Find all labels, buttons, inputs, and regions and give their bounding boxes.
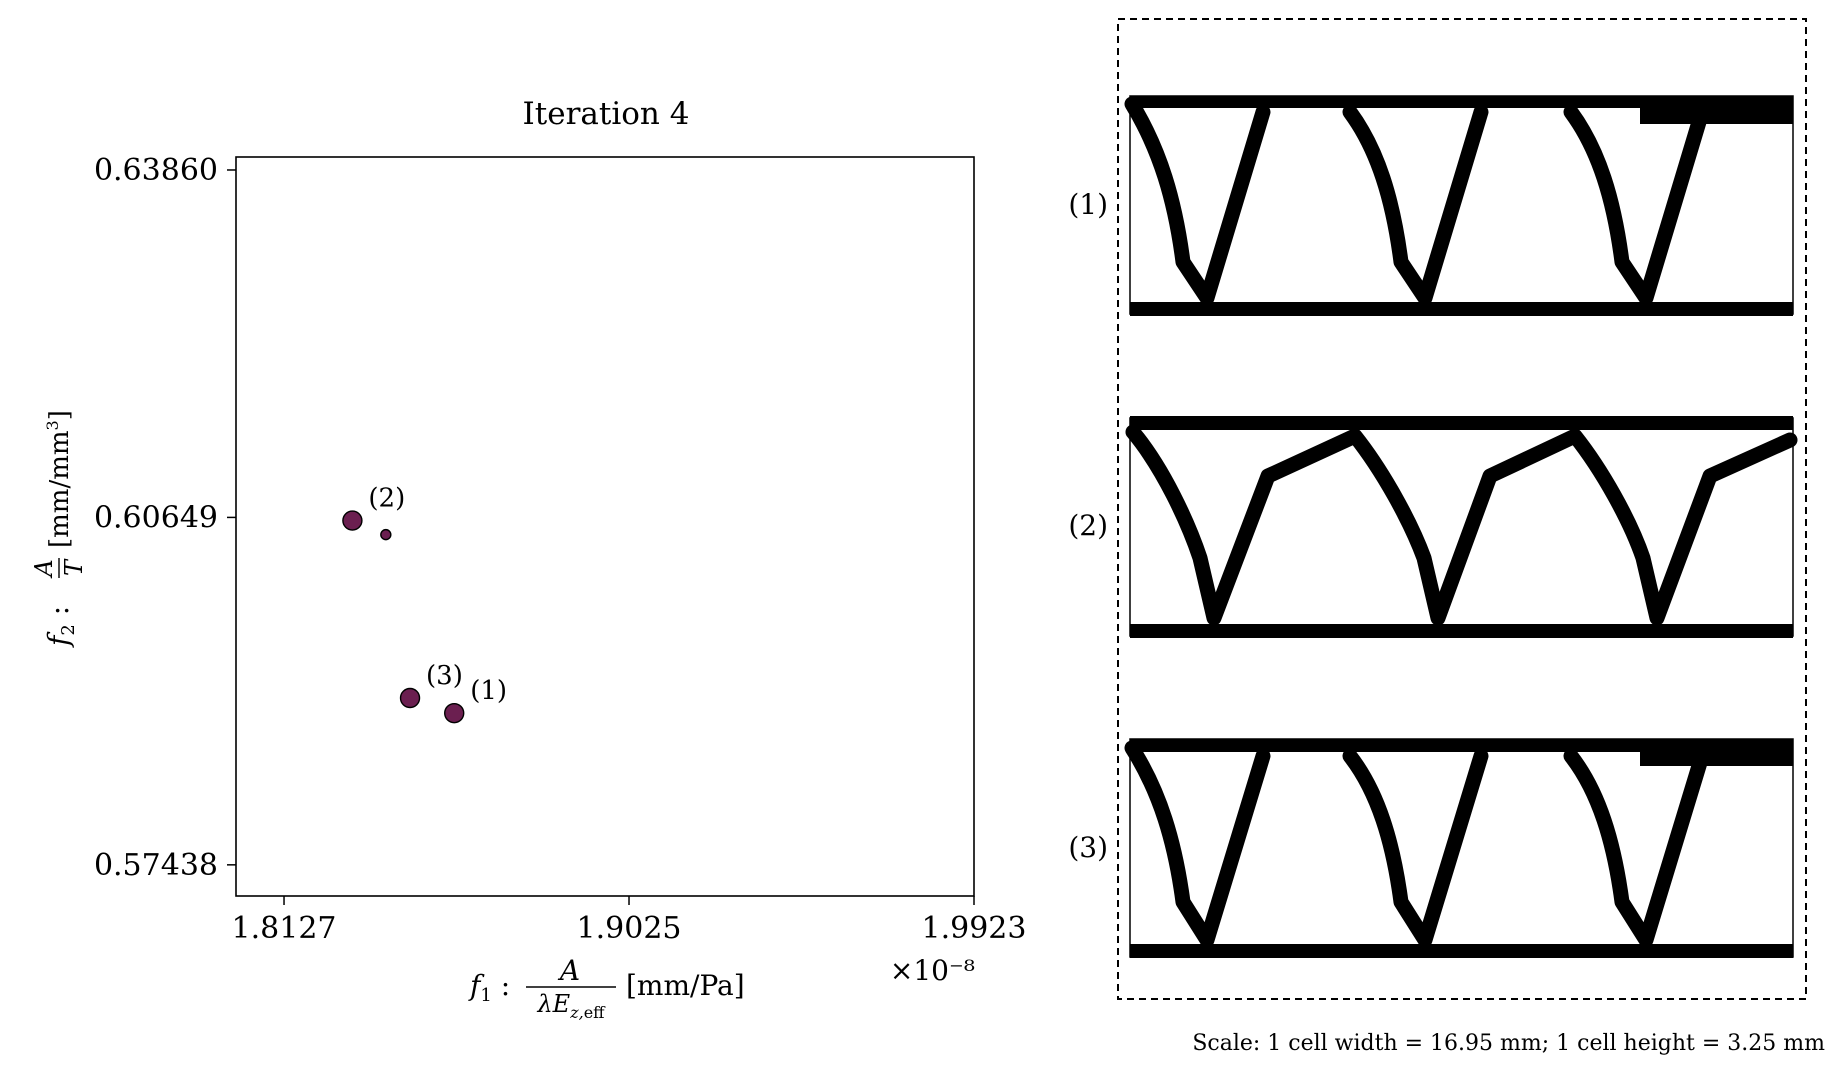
design-panel-border — [1117, 18, 1807, 1000]
scatter-point — [342, 510, 363, 531]
svg-text:A: A — [557, 954, 580, 987]
design-label: (3) — [1068, 831, 1108, 864]
design-1: (1) — [1068, 95, 1794, 316]
design-label: (2) — [1068, 509, 1108, 542]
data-points: (2) (3)(1) — [342, 484, 507, 724]
point-label: (2) — [368, 484, 405, 514]
design-3: (3) — [1068, 738, 1794, 958]
scale-note: Scale: 1 cell width = 16.95 mm; 1 cell h… — [1192, 1031, 1825, 1056]
x-axis-multiplier: ×10⁻⁸ — [890, 954, 975, 987]
scatter-point — [444, 702, 465, 724]
svg-text:[mm/mm3]: [mm/mm3] — [43, 410, 75, 548]
x-tick-label: 1.9923 — [922, 911, 1027, 946]
point-label: (1) — [470, 676, 507, 706]
svg-text:f2 :: f2 : — [42, 606, 79, 648]
x-ticks: 1.8127 1.9025 1.9923 — [232, 896, 1027, 946]
y-tick-label: 0.60649 — [94, 500, 218, 535]
design-panel: (1) (2) (3) Scale: 1 cell width = 16.95 … — [1068, 18, 1825, 1056]
y-tick-label: 0.63860 — [94, 153, 218, 188]
plot-area — [235, 156, 975, 897]
y-tick-label: 0.57438 — [94, 848, 218, 883]
scatter-chart: Iteration 4 1.8127 1.9025 1.9923 0.638600.… — [30, 96, 1026, 1022]
svg-text:[mm/Pa]: [mm/Pa] — [626, 969, 745, 1002]
y-ticks: 0.63860 0.60649 0.57438 — [94, 153, 236, 883]
chart-title: Iteration 4 — [523, 96, 690, 132]
y-axis-label: f2 : A T [mm/mm3] — [30, 410, 88, 648]
svg-text:A: A — [30, 559, 58, 578]
point-label: (3) — [426, 661, 463, 691]
svg-text:λEz,eff: λEz,eff — [536, 990, 606, 1022]
design-label: (1) — [1068, 188, 1108, 221]
x-tick-label: 1.9025 — [577, 911, 682, 946]
svg-text:f1 :: f1 : — [468, 969, 510, 1006]
x-axis-label: f1 : A λEz,eff [mm/Pa] — [468, 954, 745, 1022]
scatter-point — [399, 687, 421, 709]
svg-text:T: T — [60, 558, 88, 576]
x-tick-label: 1.8127 — [232, 911, 337, 946]
design-2: (2) — [1068, 416, 1798, 638]
scatter-point — [380, 528, 392, 541]
